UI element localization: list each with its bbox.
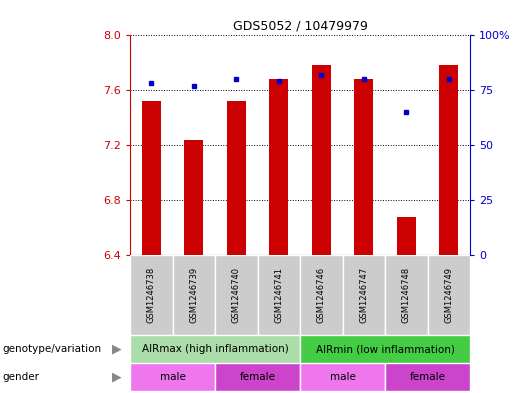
- Bar: [300, 335, 470, 363]
- Text: AIRmin (low inflammation): AIRmin (low inflammation): [316, 344, 454, 354]
- Text: male: male: [330, 372, 355, 382]
- Bar: [439, 65, 458, 255]
- Bar: [427, 255, 470, 335]
- Text: male: male: [160, 372, 185, 382]
- Bar: [342, 255, 385, 335]
- Bar: [130, 335, 300, 363]
- Bar: [385, 363, 470, 391]
- Text: ▶: ▶: [112, 343, 122, 356]
- Text: GSM1246749: GSM1246749: [444, 267, 453, 323]
- Bar: [227, 101, 246, 255]
- Text: GSM1246747: GSM1246747: [359, 267, 368, 323]
- Text: gender: gender: [3, 372, 40, 382]
- Text: GSM1246738: GSM1246738: [147, 267, 156, 323]
- Text: GSM1246741: GSM1246741: [274, 267, 283, 323]
- Bar: [354, 79, 373, 255]
- Bar: [300, 363, 385, 391]
- Title: GDS5052 / 10479979: GDS5052 / 10479979: [233, 19, 367, 33]
- Bar: [258, 255, 300, 335]
- Bar: [300, 255, 342, 335]
- Bar: [184, 140, 203, 255]
- Text: female: female: [239, 372, 276, 382]
- Text: GSM1246739: GSM1246739: [189, 267, 198, 323]
- Bar: [397, 217, 416, 255]
- Bar: [130, 255, 173, 335]
- Bar: [215, 363, 300, 391]
- Text: GSM1246748: GSM1246748: [402, 267, 411, 323]
- Bar: [130, 363, 215, 391]
- Text: GSM1246740: GSM1246740: [232, 267, 241, 323]
- Text: female: female: [409, 372, 445, 382]
- Bar: [385, 255, 427, 335]
- Text: genotype/variation: genotype/variation: [3, 344, 101, 354]
- Bar: [269, 79, 288, 255]
- Text: AIRmax (high inflammation): AIRmax (high inflammation): [142, 344, 288, 354]
- Text: GSM1246746: GSM1246746: [317, 267, 326, 323]
- Bar: [173, 255, 215, 335]
- Text: ▶: ▶: [112, 371, 122, 384]
- Bar: [312, 65, 331, 255]
- Bar: [215, 255, 258, 335]
- Bar: [142, 101, 161, 255]
